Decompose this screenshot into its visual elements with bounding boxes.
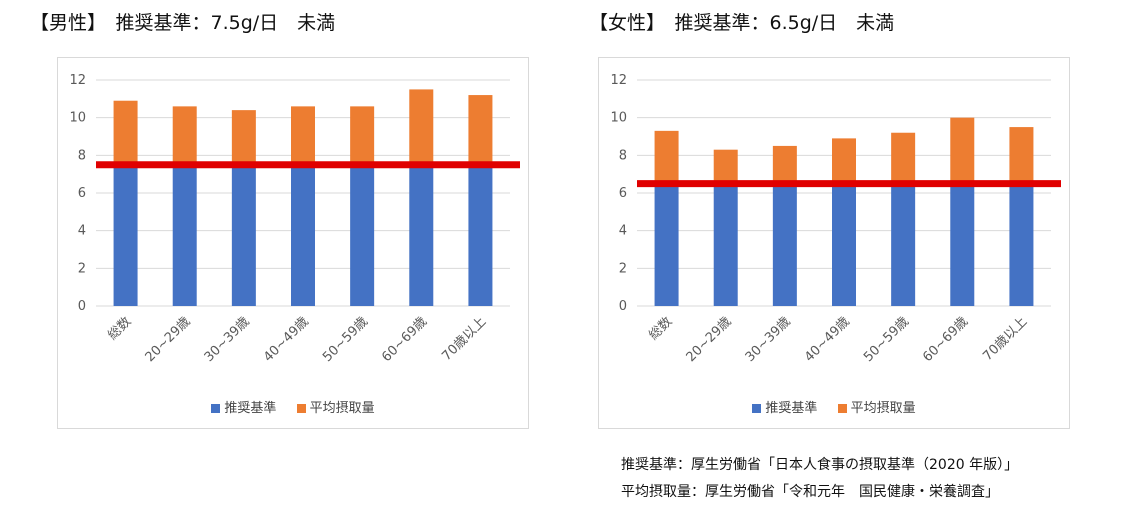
y-tick-label: 0	[78, 299, 86, 314]
bar-average	[654, 130, 679, 184]
x-tick-label: 40~49歳	[802, 314, 853, 365]
y-tick-label: 12	[610, 73, 627, 88]
x-tick-label: 50~59歳	[320, 314, 371, 365]
y-tick-label: 8	[619, 148, 627, 163]
chart-heading-female: 【女性】 推奨基準：6.5g/日 未満	[589, 12, 895, 34]
y-tick-label: 4	[78, 224, 86, 239]
bar-average	[832, 138, 856, 184]
bar-standard	[950, 183, 975, 306]
y-tick-label: 12	[69, 73, 86, 88]
x-tick-label: 総数	[646, 314, 675, 343]
x-tick-label: 40~49歳	[261, 314, 312, 365]
bar-standard	[772, 183, 797, 306]
bar-average	[772, 145, 797, 184]
y-tick-label: 8	[78, 148, 86, 163]
bar-standard	[113, 164, 138, 306]
x-tick-label: 20~29歳	[684, 314, 735, 365]
bar-standard	[172, 164, 197, 306]
bar-average	[291, 106, 315, 165]
y-tick-label: 6	[78, 186, 86, 201]
bar-standard	[468, 164, 493, 306]
bar-average	[172, 106, 197, 165]
y-tick-label: 4	[619, 224, 627, 239]
y-tick-label: 10	[610, 111, 627, 126]
x-tick-label: 60~69歳	[920, 314, 971, 365]
legend-female: 推奨基準 平均摂取量	[599, 397, 1069, 416]
bar-average	[409, 89, 434, 165]
legend-swatch-standard	[211, 404, 221, 413]
bar-standard	[891, 183, 916, 306]
y-tick-label: 10	[69, 111, 86, 126]
bar-standard	[350, 164, 375, 306]
bar-average	[891, 132, 916, 184]
legend-male: 推奨基準 平均摂取量	[58, 397, 528, 416]
x-tick-label: 30~39歳	[743, 314, 794, 365]
y-tick-label: 6	[619, 186, 627, 201]
x-tick-label: 20~29歳	[143, 314, 194, 365]
x-tick-label: 50~59歳	[861, 314, 912, 365]
bar-standard	[409, 164, 434, 306]
y-tick-label: 2	[78, 261, 86, 276]
chart-panel-female: 0 2 4 6 8 10 12 総数 20~29歳 30~39歳 40~49歳 50~59歳 60~69…	[598, 57, 1070, 429]
legend-swatch-average	[296, 404, 306, 413]
bar-standard	[291, 164, 315, 306]
y-tick-label: 0	[619, 299, 627, 314]
bar-standard	[1009, 183, 1034, 306]
x-tick-label: 60~69歳	[379, 314, 430, 365]
chart-panel-male: 0 2 4 6 8 10 12 総数 20~29歳 30~39歳 40~49歳 50~59歳 60~69…	[57, 57, 529, 429]
y-tick-label: 2	[619, 261, 627, 276]
legend-label-average: 平均摂取量	[850, 401, 916, 416]
bar-average	[713, 149, 738, 184]
bar-chart-male: 0 2 4 6 8 10 12 総数 20~29歳 30~39歳 40~49歳 50~59歳 60~69…	[69, 73, 520, 365]
bar-average	[468, 95, 493, 165]
legend-label-average: 平均摂取量	[309, 401, 375, 416]
bar-standard	[713, 183, 738, 306]
bar-average	[350, 106, 375, 165]
bar-average	[113, 100, 138, 165]
legend-swatch-average	[837, 404, 847, 413]
bar-chart-female: 0 2 4 6 8 10 12 総数 20~29歳 30~39歳 40~49歳 50~59歳 60~69…	[610, 73, 1061, 365]
source-note-standard: 推奨基準：厚生労働省「日本人食事の摂取基準（2020 年版）」	[621, 457, 1019, 473]
bar-standard	[832, 183, 856, 306]
legend-label-standard: 推奨基準	[224, 401, 277, 416]
bar-standard	[231, 164, 256, 306]
legend-item-standard: 推奨基準	[752, 397, 817, 416]
legend-item-average: 平均摂取量	[296, 397, 375, 416]
legend-item-average: 平均摂取量	[837, 397, 916, 416]
source-note-average: 平均摂取量：厚生労働省「令和元年 国民健康・栄養調査」	[621, 484, 999, 500]
bar-average	[231, 110, 256, 165]
x-tick-label: 総数	[105, 314, 134, 343]
bar-average	[950, 117, 975, 184]
bar-average	[1009, 127, 1034, 184]
bar-standard	[654, 183, 679, 306]
x-tick-label: 70歳以上	[439, 314, 489, 364]
x-tick-label: 30~39歳	[202, 314, 253, 365]
x-tick-label: 70歳以上	[980, 314, 1030, 364]
legend-label-standard: 推奨基準	[765, 401, 818, 416]
legend-item-standard: 推奨基準	[211, 397, 276, 416]
chart-heading-male: 【男性】 推奨基準：7.5g/日 未満	[30, 12, 336, 34]
legend-swatch-standard	[752, 404, 762, 413]
